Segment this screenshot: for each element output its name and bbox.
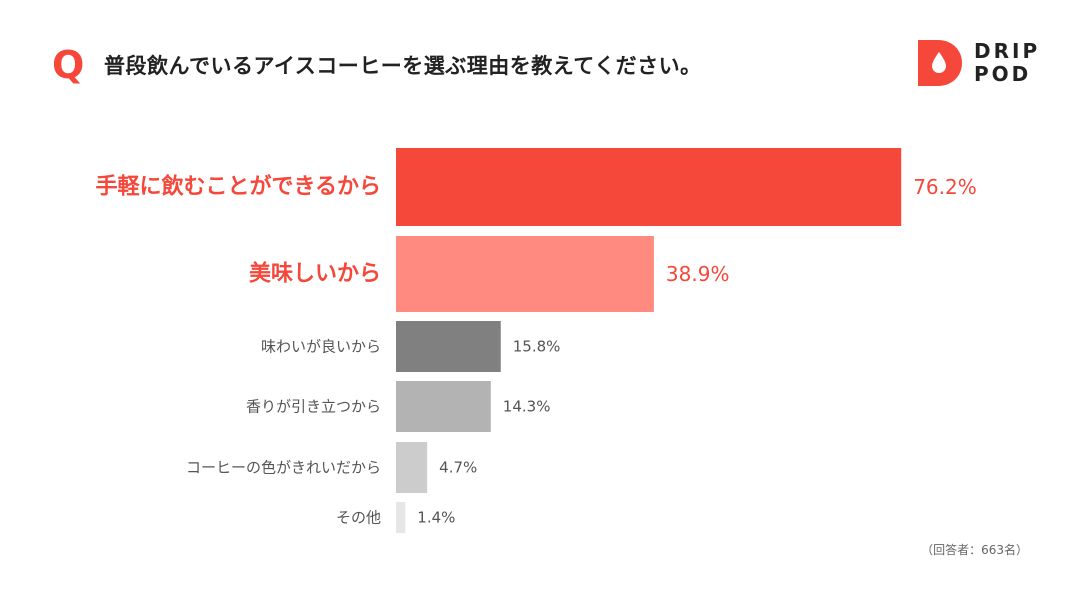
category-label-4: コーヒーの色がきれいだから (186, 459, 381, 477)
category-label-1: 美味しいから (249, 261, 381, 287)
category-label-2: 味わいが良いから (261, 338, 381, 356)
category-label-0: 手軽に飲むことができるから (95, 174, 381, 200)
logo-line-1: DRIP (974, 39, 1041, 63)
respondent-note: （回答者：663名） (921, 543, 1028, 557)
value-label-1: 38.9% (666, 262, 730, 286)
question-header: Q 普段飲んでいるアイスコーヒーを選ぶ理由を教えてください。 (52, 40, 702, 90)
bar-1 (396, 236, 654, 312)
value-label-5: 1.4% (417, 509, 455, 527)
value-label-4: 4.7% (439, 459, 477, 477)
value-label-2: 15.8% (513, 338, 561, 356)
bar-5 (396, 502, 406, 533)
value-label-3: 14.3% (503, 398, 551, 416)
q-mark: Q (52, 43, 85, 87)
category-label-3: 香りが引き立つから (246, 398, 381, 416)
bar-4 (396, 442, 428, 493)
category-label-5: その他 (336, 509, 381, 527)
bar-2 (396, 321, 501, 372)
drop-icon (918, 40, 962, 86)
drip-pod-logo: DRIP POD (918, 40, 1040, 86)
value-label-0: 76.2% (913, 175, 977, 199)
bar-0 (396, 148, 902, 226)
logo-line-2: POD (974, 62, 1032, 86)
bar-3 (396, 381, 491, 432)
question-text: 普段飲んでいるアイスコーヒーを選ぶ理由を教えてください。 (104, 54, 702, 78)
